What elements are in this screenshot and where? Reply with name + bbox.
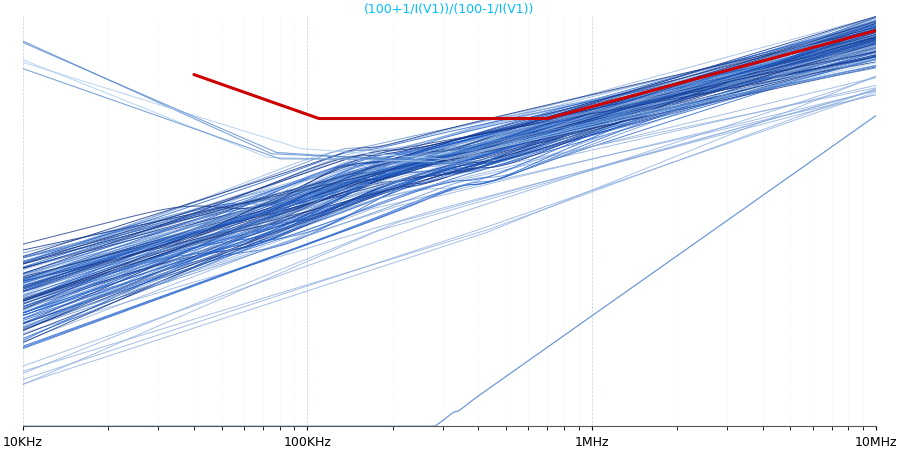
Title: (100+1/I(V1))/(100-1/I(V1)): (100+1/I(V1))/(100-1/I(V1)) <box>364 3 535 16</box>
